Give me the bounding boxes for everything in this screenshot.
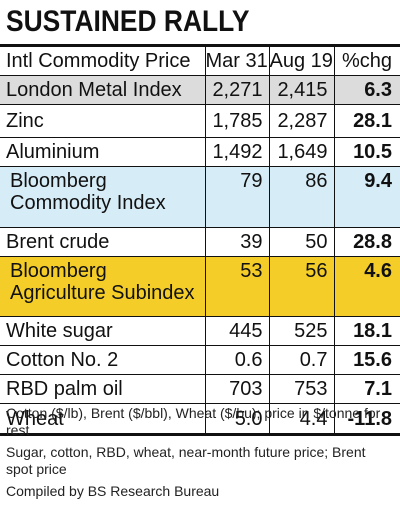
table-row: Aluminium 1,492 1,649 10.5 xyxy=(0,137,400,167)
header-commodity: Intl Commodity Price xyxy=(0,47,205,76)
commodity-name: Zinc xyxy=(0,104,205,138)
table-row: RBD palm oil 703 753 7.1 xyxy=(0,374,400,404)
price-mar31: 39 xyxy=(204,227,269,257)
table-row: Brent crude 39 50 28.8 xyxy=(0,227,400,257)
table-header-row: Intl Commodity Price Mar 31 Aug 19 %chg xyxy=(0,47,400,76)
footnotes: Cotton ($/lb), Brent ($/bbl), Wheat ($/b… xyxy=(6,405,394,505)
price-mar31: 703 xyxy=(204,374,269,404)
commodity-price-table: Intl Commodity Price Mar 31 Aug 19 %chg … xyxy=(0,47,400,436)
commodity-name: White sugar xyxy=(0,316,205,346)
price-aug19: 56 xyxy=(268,256,334,317)
table-row: Wheat 5.0 4.4 -11.8 xyxy=(0,403,400,436)
pct-change: 15.6 xyxy=(333,345,400,375)
price-mar31: 5.0 xyxy=(204,403,269,436)
footnote-price-basis: Sugar, cotton, RBD, wheat, near-month fu… xyxy=(6,444,366,477)
price-aug19: 50 xyxy=(268,227,334,257)
price-aug19: 2,287 xyxy=(268,104,334,138)
footnote-source: Compiled by BS Research Bureau xyxy=(6,483,220,499)
commodity-name: Bloomberg Agriculture Subindex xyxy=(0,256,205,317)
table-row: London Metal Index 2,271 2,415 6.3 xyxy=(0,75,400,105)
pct-change: 18.1 xyxy=(333,316,400,346)
title-rule xyxy=(0,44,400,47)
price-mar31: 445 xyxy=(204,316,269,346)
page-title: SUSTAINED RALLY xyxy=(6,5,250,38)
header-pct-change: %chg xyxy=(333,47,400,76)
header-aug19: Aug 19 xyxy=(268,47,334,76)
price-mar31: 2,271 xyxy=(204,75,269,105)
price-aug19: 4.4 xyxy=(268,403,334,436)
price-mar31: 1,785 xyxy=(204,104,269,138)
footnote-units: Cotton ($/lb), Brent ($/bbl), Wheat ($/b… xyxy=(6,405,381,438)
table-row: Bloomberg Commodity Index 79 86 9.4 xyxy=(0,166,400,228)
pct-change: 28.8 xyxy=(333,227,400,257)
pct-change: 28.1 xyxy=(333,104,400,138)
table-row: White sugar 445 525 18.1 xyxy=(0,316,400,346)
commodity-name: Aluminium xyxy=(0,137,205,167)
price-mar31: 53 xyxy=(204,256,269,317)
pct-change: 4.6 xyxy=(333,256,400,317)
pct-change: 7.1 xyxy=(333,374,400,404)
header-mar31: Mar 31 xyxy=(204,47,269,76)
pct-change: -11.8 xyxy=(333,403,400,436)
price-aug19: 0.7 xyxy=(268,345,334,375)
commodity-name: Brent crude xyxy=(0,227,205,257)
table-row: Cotton No. 2 0.6 0.7 15.6 xyxy=(0,345,400,375)
price-aug19: 2,415 xyxy=(268,75,334,105)
commodity-name: London Metal Index xyxy=(0,75,205,105)
price-aug19: 753 xyxy=(268,374,334,404)
table-row: Zinc 1,785 2,287 28.1 xyxy=(0,104,400,138)
price-aug19: 1,649 xyxy=(268,137,334,167)
pct-change: 6.3 xyxy=(333,75,400,105)
commodity-name: Cotton No. 2 xyxy=(0,345,205,375)
pct-change: 9.4 xyxy=(333,166,400,228)
price-mar31: 1,492 xyxy=(204,137,269,167)
price-mar31: 0.6 xyxy=(204,345,269,375)
price-aug19: 525 xyxy=(268,316,334,346)
table-row: Bloomberg Agriculture Subindex 53 56 4.6 xyxy=(0,256,400,317)
pct-change: 10.5 xyxy=(333,137,400,167)
commodity-name: RBD palm oil xyxy=(0,374,205,404)
commodity-name: Wheat xyxy=(0,403,205,436)
commodity-name: Bloomberg Commodity Index xyxy=(0,166,205,228)
price-aug19: 86 xyxy=(268,166,334,228)
price-mar31: 79 xyxy=(204,166,269,228)
